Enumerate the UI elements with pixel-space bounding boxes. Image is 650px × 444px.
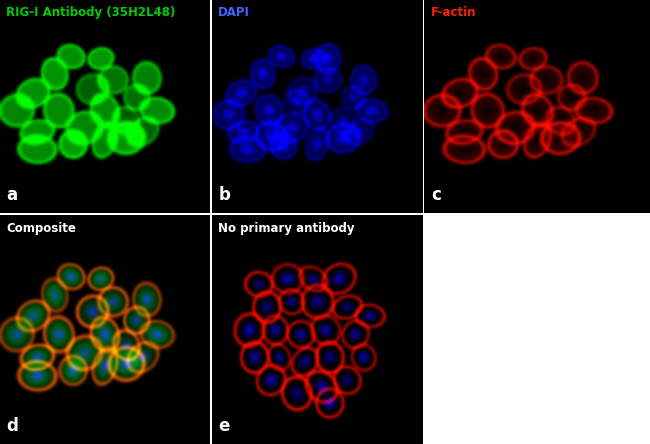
Text: DAPI: DAPI	[218, 6, 250, 20]
Text: a: a	[6, 186, 18, 205]
Text: b: b	[218, 186, 230, 205]
Text: e: e	[218, 417, 229, 435]
Text: RIG-I Antibody (35H2L48): RIG-I Antibody (35H2L48)	[6, 6, 176, 20]
Text: Composite: Composite	[6, 222, 76, 235]
Text: No primary antibody: No primary antibody	[218, 222, 355, 235]
Text: d: d	[6, 417, 18, 435]
Text: F-actin: F-actin	[431, 6, 476, 20]
Text: c: c	[431, 186, 441, 205]
